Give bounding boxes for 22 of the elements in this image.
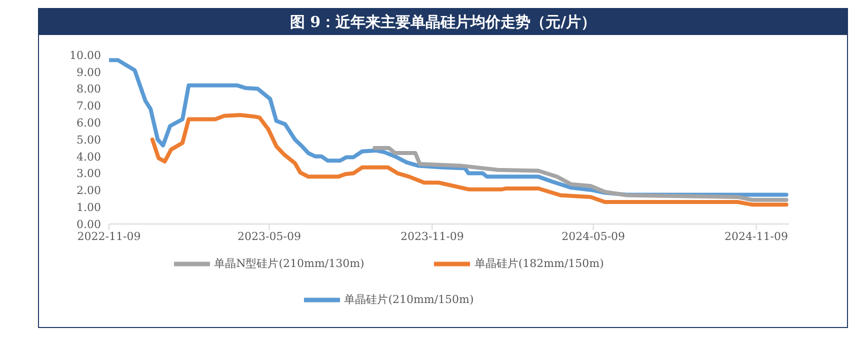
line-series: [150, 112, 788, 207]
y-tick-label: 7.00: [76, 100, 101, 113]
y-tick-label: 10.00: [70, 48, 101, 62]
y-tick-label: 4.00: [76, 150, 101, 164]
y-tick-label: 8.00: [76, 82, 101, 96]
y-tick-label: 2.00: [76, 184, 101, 198]
x-tick-label: 2024-05-09: [562, 230, 626, 243]
y-tick-label: 3.00: [76, 167, 101, 180]
chart-title: 图 9：近年来主要单晶硅片均价走势（元/片）: [39, 9, 847, 35]
y-tick-label: 6.00: [76, 116, 101, 130]
line-series: [372, 146, 788, 202]
y-tick-label: 1.00: [76, 201, 101, 214]
x-tick-label: 2024-11-09: [724, 230, 788, 243]
legend-label: 单晶硅片(210mm/150m): [344, 292, 474, 306]
y-tick-label: 9.00: [76, 66, 101, 79]
x-tick-label: 2022-11-09: [77, 230, 141, 243]
legend-label: 单晶硅片(182mm/150m): [474, 256, 604, 270]
x-tick-label: 2023-11-09: [400, 230, 464, 243]
y-tick-label: 5.00: [76, 133, 101, 146]
y-tick-label: 0.00: [76, 218, 101, 231]
legend-label: 单晶N型硅片(210mm/130m): [214, 256, 364, 270]
x-tick-label: 2023-05-09: [238, 230, 301, 243]
